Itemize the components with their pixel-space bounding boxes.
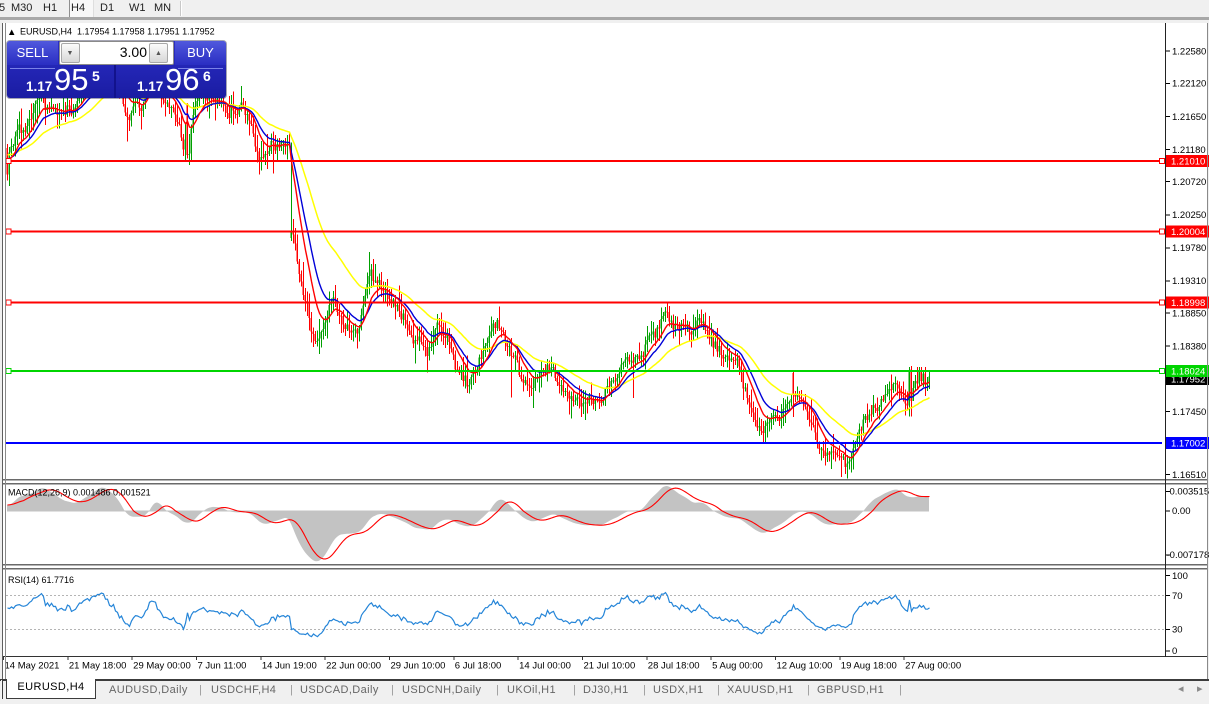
svg-text:5 Aug 00:00: 5 Aug 00:00 [712,661,763,672]
svg-text:12 Aug 10:00: 12 Aug 10:00 [776,661,832,672]
svg-text:70: 70 [1172,591,1183,602]
svg-text:28 Jul 18:00: 28 Jul 18:00 [648,661,700,672]
svg-text:19 Aug 18:00: 19 Aug 18:00 [841,661,897,672]
svg-text:100: 100 [1172,571,1188,582]
svg-text:21 May 18:00: 21 May 18:00 [69,661,127,672]
svg-text:1.16510: 1.16510 [1172,470,1206,481]
svg-text:0.00: 0.00 [1172,506,1191,517]
svg-text:RSI(14) 61.7716: RSI(14) 61.7716 [8,575,74,585]
svg-text:1.21650: 1.21650 [1172,112,1206,123]
svg-text:1.18998: 1.18998 [1171,298,1205,309]
svg-text:1.20250: 1.20250 [1172,210,1206,221]
svg-text:1.19310: 1.19310 [1172,276,1206,287]
svg-text:1.17002: 1.17002 [1171,438,1205,449]
svg-text:14 Jul 00:00: 14 Jul 00:00 [519,661,571,672]
svg-text:MACD(12,26,9) 0.001486 0.00152: MACD(12,26,9) 0.001486 0.001521 [8,488,151,498]
svg-text:1.18850: 1.18850 [1172,309,1206,320]
svg-text:27 Aug 00:00: 27 Aug 00:00 [905,661,961,672]
svg-text:14 May 2021: 14 May 2021 [5,661,60,672]
svg-text:1.18380: 1.18380 [1172,342,1206,353]
svg-text:1.21180: 1.21180 [1172,145,1206,156]
svg-text:14 Jun 19:00: 14 Jun 19:00 [262,661,317,672]
svg-text:-0.007178: -0.007178 [1167,550,1209,561]
svg-text:1.17952: 1.17952 [1171,374,1205,385]
svg-text:1.19780: 1.19780 [1172,243,1206,254]
svg-text:1.20004: 1.20004 [1171,227,1205,238]
svg-text:0: 0 [1172,646,1177,657]
svg-text:1.22120: 1.22120 [1172,79,1206,90]
svg-text:1.22580: 1.22580 [1172,46,1206,57]
svg-text:1.21010: 1.21010 [1171,156,1205,167]
svg-text:30: 30 [1172,625,1183,636]
svg-text:29 Jun 10:00: 29 Jun 10:00 [390,661,445,672]
svg-text:1.20720: 1.20720 [1172,177,1206,188]
svg-text:0.003515: 0.003515 [1170,487,1209,498]
svg-text:7 Jun 11:00: 7 Jun 11:00 [197,661,246,672]
svg-text:22 Jun 00:00: 22 Jun 00:00 [326,661,381,672]
svg-text:6 Jul 18:00: 6 Jul 18:00 [455,661,501,672]
svg-text:21 Jul 10:00: 21 Jul 10:00 [583,661,635,672]
svg-text:EURUSD,H4 1.17954 1.17958 1.1: EURUSD,H4 1.17954 1.17958 1.17951 1.1795… [20,27,215,37]
svg-text:29 May 00:00: 29 May 00:00 [133,661,191,672]
svg-text:1.17450: 1.17450 [1172,407,1206,418]
svg-text:1.18024: 1.18024 [1171,366,1205,377]
svg-text:▲: ▲ [7,27,16,38]
